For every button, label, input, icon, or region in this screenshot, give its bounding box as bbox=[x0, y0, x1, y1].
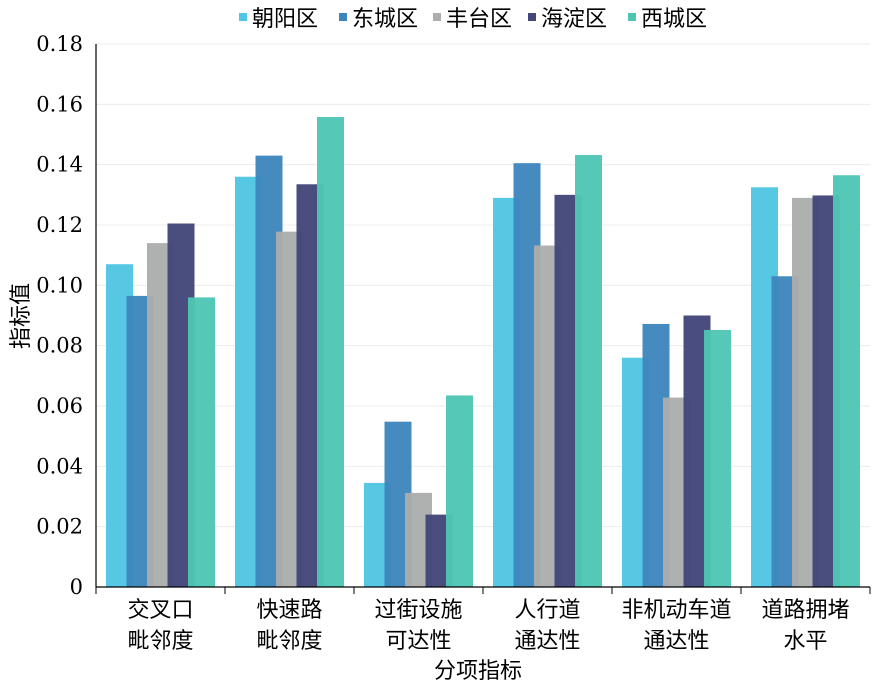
y-axis-title: 指标值 bbox=[9, 283, 34, 349]
legend-swatch bbox=[433, 13, 441, 21]
legend-label: 朝阳区 bbox=[252, 7, 318, 32]
y-tick-label: 0.08 bbox=[36, 334, 83, 358]
legend-swatch bbox=[528, 13, 536, 21]
legend-label: 西城区 bbox=[641, 7, 707, 32]
y-tick-label: 0.12 bbox=[36, 213, 83, 237]
y-tick-label: 0.10 bbox=[36, 273, 83, 297]
bar bbox=[188, 297, 215, 587]
y-tick-label: 0 bbox=[70, 575, 83, 599]
legend-label: 东城区 bbox=[352, 7, 418, 32]
x-tick-label: 道路拥堵 bbox=[761, 598, 849, 623]
bar bbox=[704, 329, 731, 587]
legend-swatch bbox=[339, 13, 347, 21]
y-tick-label: 0.18 bbox=[36, 32, 83, 56]
x-tick-label: 交叉口 bbox=[127, 598, 193, 623]
y-tick-label: 0.14 bbox=[36, 153, 83, 177]
x-tick-label: 通达性 bbox=[514, 629, 580, 654]
grid-lines bbox=[96, 43, 870, 528]
x-tick-label: 非机动车道 bbox=[621, 598, 731, 623]
bars bbox=[106, 117, 860, 588]
legend-swatch bbox=[628, 13, 636, 21]
legend-label: 丰台区 bbox=[446, 7, 512, 32]
legend: 朝阳区 东城区 丰台区 海淀区 西城区 bbox=[239, 7, 707, 32]
y-tick-label: 0.02 bbox=[36, 515, 83, 539]
x-tick-label: 人行道 bbox=[514, 598, 580, 623]
x-tick-label: 水平 bbox=[783, 629, 827, 654]
y-tick-label: 0.16 bbox=[36, 92, 83, 116]
x-tick-label: 过街设施 bbox=[374, 598, 462, 623]
x-axis-title: 分项指标 bbox=[434, 659, 522, 684]
legend-label: 海淀区 bbox=[541, 7, 607, 32]
bar bbox=[833, 175, 860, 587]
x-tick-label: 毗邻度 bbox=[127, 629, 193, 654]
bar bbox=[446, 395, 473, 587]
legend-swatch bbox=[239, 13, 247, 21]
y-tick-label: 0.06 bbox=[36, 394, 83, 418]
x-tick-label: 快速路 bbox=[256, 598, 322, 623]
bar bbox=[317, 117, 344, 588]
x-tick-label: 毗邻度 bbox=[256, 629, 322, 654]
y-tick-label: 0.04 bbox=[36, 454, 83, 478]
x-tick-label: 可达性 bbox=[385, 629, 451, 654]
axes: 0 0.02 0.04 0.06 0.08 0.10 0.12 0.14 0.16 0.18 交叉口… bbox=[36, 32, 871, 654]
x-tick-label: 通达性 bbox=[643, 629, 709, 654]
bar bbox=[575, 155, 602, 587]
